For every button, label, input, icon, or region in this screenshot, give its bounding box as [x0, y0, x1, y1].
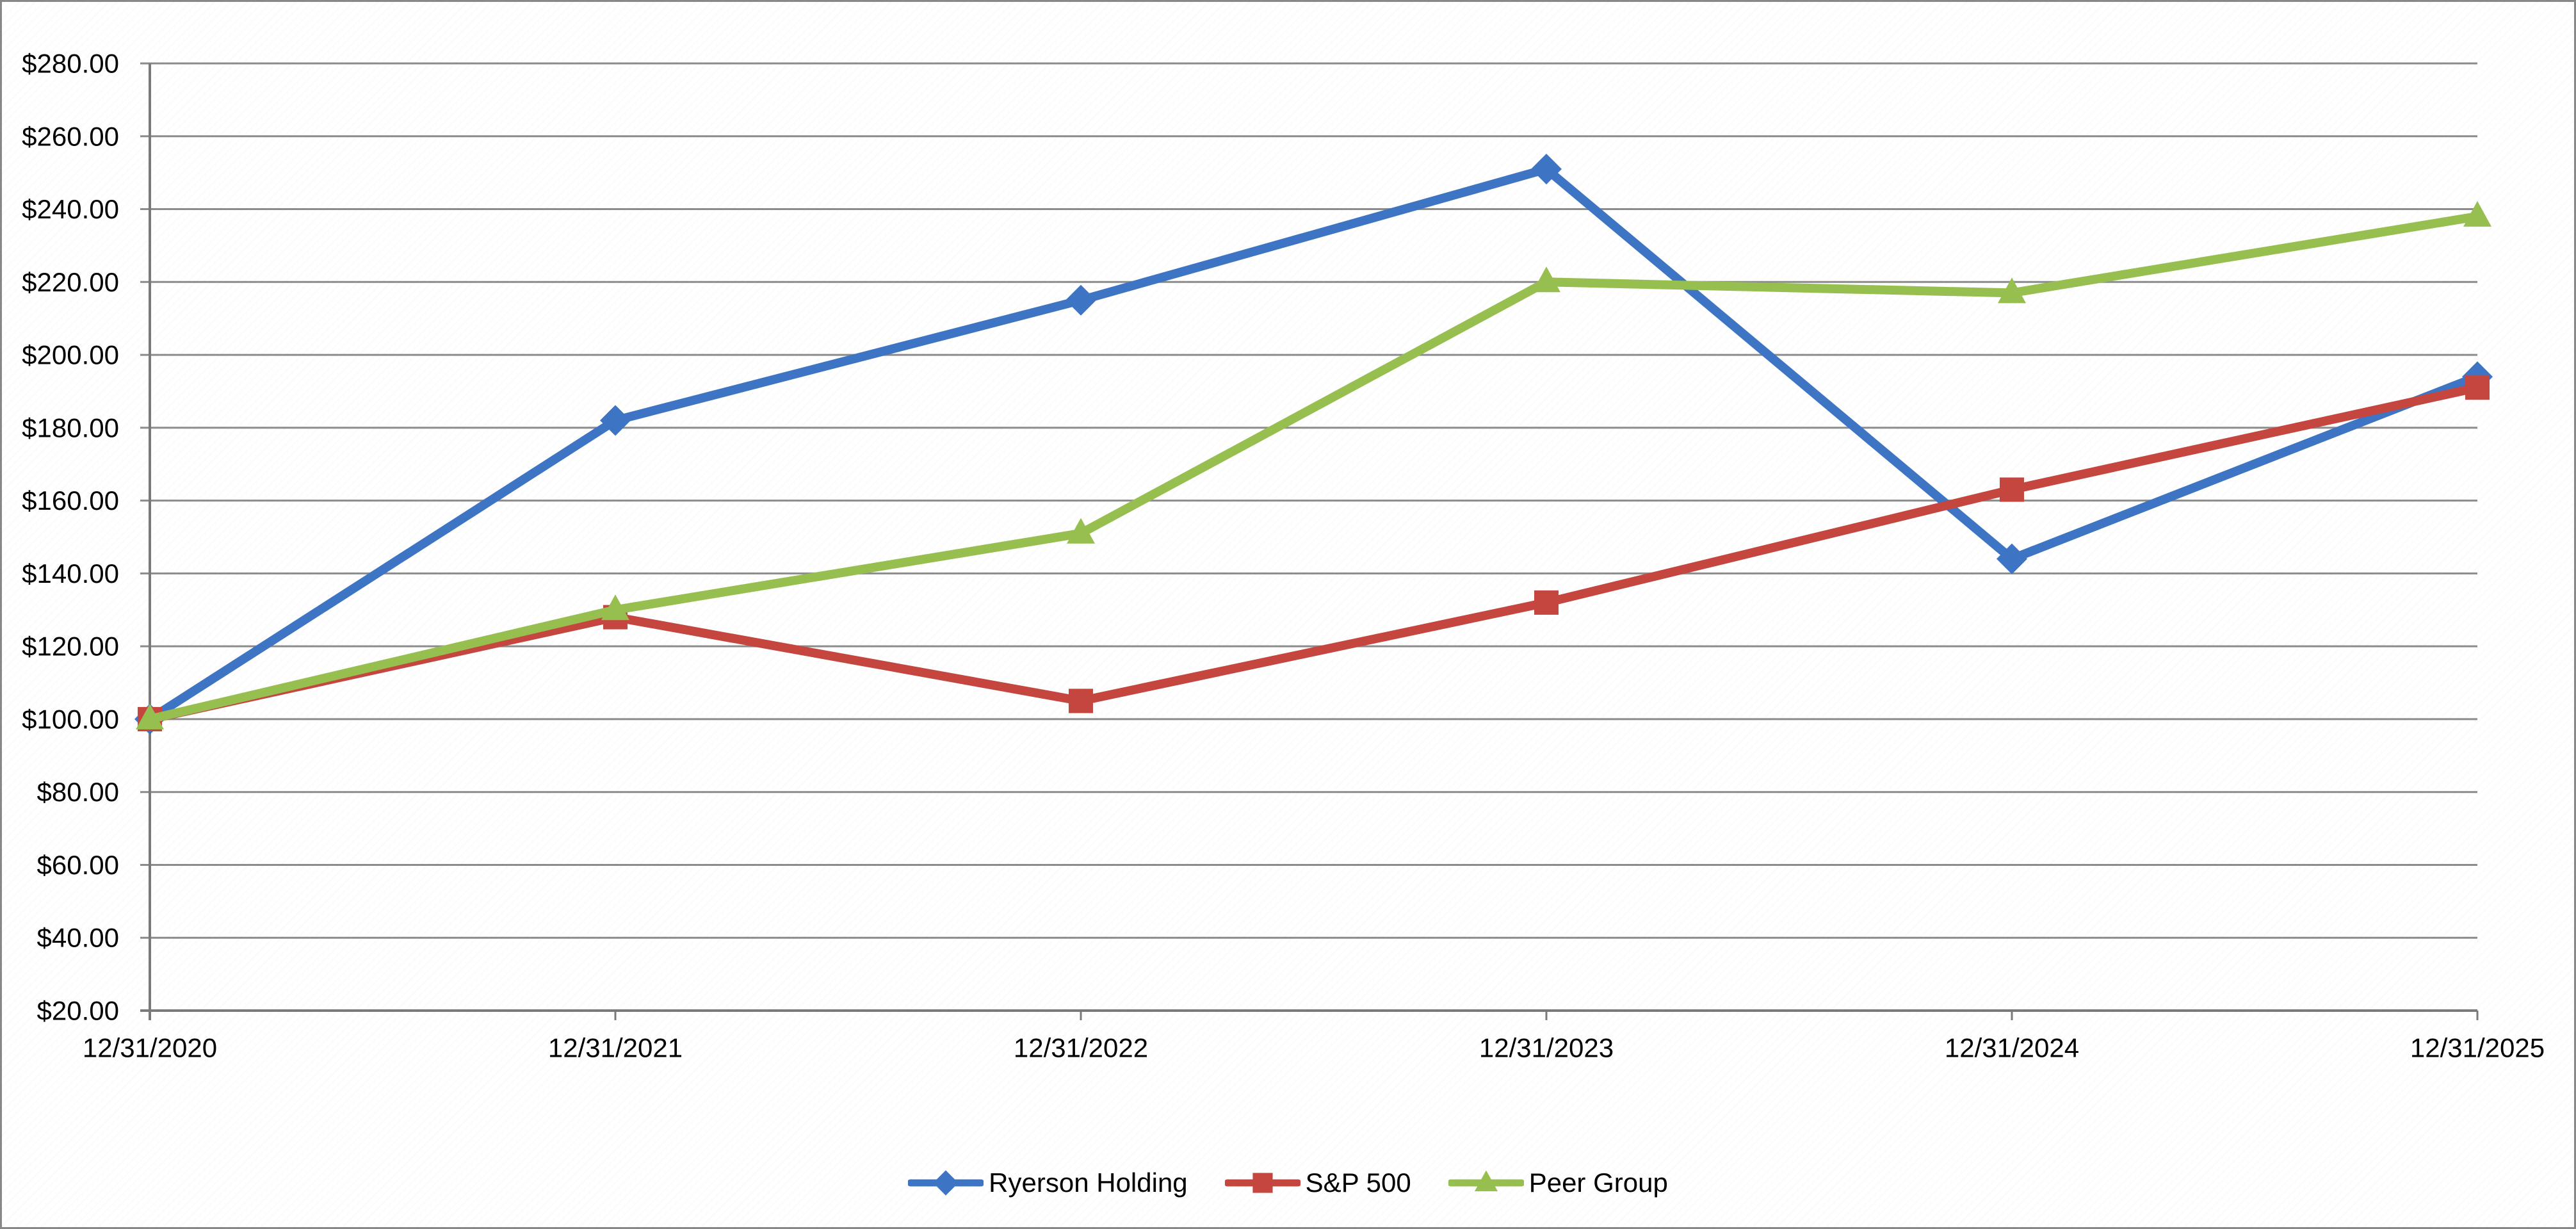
marker-diamond [600, 405, 631, 436]
marker-diamond [933, 1170, 959, 1196]
legend-marker-square [1224, 1173, 1300, 1193]
marker-triangle [1532, 266, 1560, 293]
x-axis-tick-label: 12/31/2021 [548, 1032, 683, 1062]
marker-square [1069, 688, 1093, 713]
series-line-ryerson-holding [145, 164, 2482, 724]
x-axis-tick-label: 12/31/2020 [83, 1032, 217, 1062]
marker-triangle [1067, 517, 1095, 544]
y-axis-tick-label: $140.00 [22, 558, 119, 589]
marker-triangle [136, 703, 164, 729]
marker-square [2000, 477, 2024, 502]
marker-triangle [1998, 277, 2026, 304]
y-axis-tick-label: $40.00 [37, 923, 119, 953]
marker-square [1534, 590, 1559, 615]
legend-label: S&P 500 [1305, 1168, 1411, 1198]
x-axis-tick-label: 12/31/2024 [1945, 1032, 2079, 1062]
marker-diamond [1065, 284, 1096, 316]
legend-label: Peer Group [1528, 1168, 1668, 1198]
legend-marker-diamond [908, 1170, 984, 1196]
marker-diamond [1531, 153, 1562, 184]
y-axis-tick-label: $180.00 [22, 412, 119, 443]
marker-triangle [2463, 200, 2491, 227]
marker-triangle [601, 594, 629, 621]
x-axis-tick-label: 12/31/2023 [1479, 1032, 1614, 1062]
series-line-peer-group [145, 211, 2482, 724]
legend-item-ryerson-holding: Ryerson Holding [908, 1166, 1188, 1200]
marker-square [2465, 375, 2490, 400]
marker-diamond [1997, 543, 2027, 574]
legend-marker-triangle [1448, 1170, 1524, 1192]
y-axis-tick-label: $160.00 [22, 485, 119, 516]
marker-triangle [1474, 1170, 1498, 1192]
legend-item-s-p-500: S&P 500 [1224, 1166, 1411, 1200]
y-axis-tick-label: $260.00 [22, 121, 119, 151]
y-axis-tick-label: $60.00 [37, 850, 119, 880]
x-axis-tick-label: 12/31/2022 [1014, 1032, 1148, 1062]
y-axis-tick-label: $20.00 [37, 996, 119, 1026]
y-axis-tick-label: $220.00 [22, 267, 119, 297]
y-axis-tick-label: $80.00 [37, 777, 119, 807]
y-axis-tick-label: $200.00 [22, 340, 119, 370]
y-axis-tick-label: $120.00 [22, 631, 119, 662]
legend-item-peer-group: Peer Group [1448, 1166, 1668, 1200]
series-line-s-p-500 [145, 383, 2482, 724]
x-axis-tick-label: 12/31/2025 [2410, 1032, 2545, 1062]
legend-label: Ryerson Holding [989, 1168, 1188, 1198]
chart-legend: Ryerson Holding S&P 500 Peer Group [2, 1166, 2574, 1200]
marker-square [1252, 1173, 1273, 1193]
y-axis-tick-label: $240.00 [22, 194, 119, 224]
y-axis-tick-label: $100.00 [22, 704, 119, 734]
y-axis-tick-label: $280.00 [22, 49, 119, 79]
